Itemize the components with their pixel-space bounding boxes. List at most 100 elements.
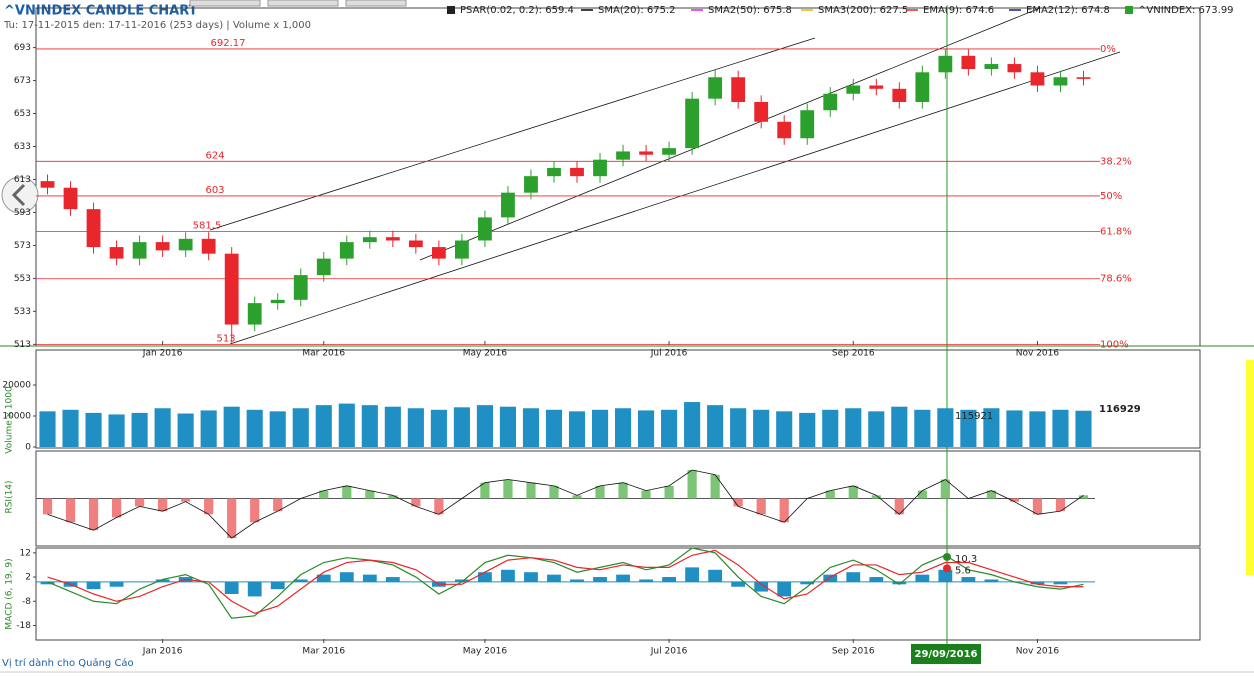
volume-bar — [960, 409, 977, 447]
candle-body — [662, 148, 677, 155]
toolbar-button[interactable] — [189, 0, 261, 7]
macd-bar — [1053, 581, 1068, 585]
macd-bar — [339, 572, 354, 582]
rsi-bar — [434, 498, 444, 515]
rsi-bar — [940, 479, 950, 499]
macd-bar — [362, 574, 377, 582]
candle-body — [316, 258, 331, 276]
candle-body — [938, 55, 953, 73]
rsi-bar — [227, 498, 237, 539]
fib-label: 38.2% — [1100, 156, 1132, 167]
macd-marker — [943, 552, 951, 561]
rsi-bar — [825, 490, 835, 499]
x-tick-label: May 2016 — [463, 647, 508, 657]
volume-bar — [476, 405, 493, 447]
cursor-date-box — [911, 644, 981, 664]
candle-body — [777, 121, 792, 139]
candle-body — [109, 247, 124, 259]
volume-bar — [292, 408, 309, 447]
y-tick-label: 633 — [14, 142, 31, 152]
rsi-bar — [733, 498, 743, 507]
volume-bar — [39, 411, 56, 447]
volume-bar — [983, 408, 1000, 447]
volume-bar — [1029, 411, 1046, 447]
volume-bar — [1075, 410, 1092, 447]
volume-bar — [937, 408, 954, 447]
rsi-bar — [111, 498, 122, 518]
macd-bar — [293, 579, 308, 582]
rsi-bar — [503, 479, 513, 499]
fib-label: 50% — [1100, 191, 1122, 202]
price-label: 692.17 — [211, 38, 246, 49]
rsi-bar — [1032, 498, 1043, 515]
macd-marker — [943, 564, 951, 573]
volume-bar — [200, 410, 217, 447]
candle-body — [892, 88, 907, 102]
volume-bar — [891, 406, 908, 447]
macd-marker-label: 5.6 — [955, 565, 971, 576]
candle-body — [86, 209, 101, 248]
candle-body — [501, 192, 515, 218]
macd-bar — [86, 581, 101, 590]
rsi-bar — [250, 498, 260, 523]
candle-body — [1030, 72, 1045, 86]
candle-body — [524, 176, 538, 193]
y-axis-label: MACD (6, 19, 9) — [5, 558, 15, 629]
y-tick-label: -8 — [22, 597, 31, 607]
rsi-bar — [342, 485, 352, 499]
toolbar-button[interactable] — [345, 0, 407, 7]
macd-bar — [570, 579, 584, 582]
rsi-bar — [388, 495, 398, 499]
y-tick-label: 593 — [14, 208, 31, 218]
candle-body — [63, 187, 78, 210]
y-tick-label: -18 — [16, 621, 31, 631]
macd-bar — [731, 581, 746, 587]
rsi-bar — [549, 485, 559, 499]
candle-body — [431, 247, 446, 259]
legend-label: EMA2(12): 674.8 — [1026, 5, 1110, 16]
volume-bar — [730, 408, 747, 447]
candle-body — [685, 98, 700, 149]
signal-line — [47, 549, 1084, 615]
trend-line — [209, 37, 816, 231]
price-label: 513 — [216, 333, 235, 344]
volume-bar — [338, 403, 355, 447]
macd-bar — [662, 577, 677, 582]
nav-back[interactable] — [1, 176, 39, 214]
legend-label: ^VNINDEX: 673.99 — [1138, 5, 1234, 16]
macd-bar — [685, 567, 700, 582]
macd-bar — [1030, 581, 1045, 585]
macd-marker-label: 10.3 — [955, 554, 977, 565]
volume-bar — [108, 414, 125, 447]
toolbar-button[interactable] — [267, 0, 339, 7]
macd-bar — [639, 579, 653, 582]
volume-bar — [361, 405, 378, 447]
y-tick-label: 553 — [14, 274, 31, 284]
rsi-bar — [871, 495, 881, 499]
rsi-bar — [917, 490, 927, 499]
volume-bar — [568, 411, 586, 447]
fib-label: 78.6% — [1100, 274, 1132, 285]
y-tick-label: 613 — [14, 175, 31, 185]
rsi-bar — [1055, 498, 1066, 512]
x-tick-label: Nov 2016 — [1016, 647, 1060, 657]
volume-bar — [799, 412, 816, 447]
macd-bar — [961, 577, 976, 582]
price-label: 603 — [205, 185, 224, 196]
candle-body — [593, 159, 607, 177]
volume-bar — [384, 406, 401, 447]
volume-bar — [131, 412, 148, 447]
candle-body — [454, 240, 469, 259]
legend-label: EMA(9): 674.6 — [923, 5, 994, 16]
rsi-bar — [88, 498, 99, 531]
y-tick-label: 10000 — [2, 412, 31, 422]
macd-bar — [593, 577, 607, 582]
candle-body — [708, 77, 723, 99]
volume-bar — [822, 409, 839, 447]
x-tick-label: Jul 2016 — [650, 647, 688, 657]
footer-text: Vị trí dành cho Quảng Cáo — [2, 657, 134, 669]
candle-body — [823, 93, 838, 111]
x-tick-label: Jul 2016 — [650, 349, 688, 359]
fib-label: 100% — [1100, 339, 1129, 350]
